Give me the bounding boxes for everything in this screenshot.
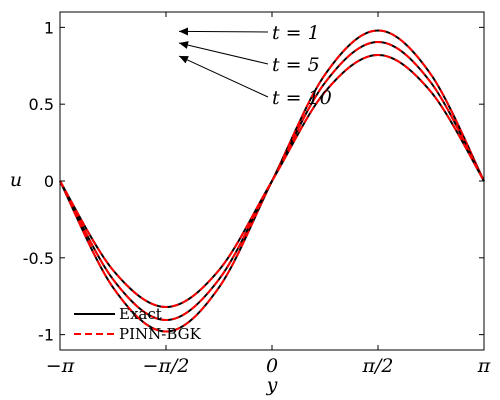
x-tick-label: π/2 bbox=[362, 355, 394, 377]
pinn-bgk-curve-3 bbox=[59, 54, 485, 308]
y-tick-label: 0 bbox=[44, 172, 54, 191]
x-axis-label: y bbox=[266, 374, 278, 396]
x-tick-label: −π bbox=[46, 355, 75, 377]
y-tick-label: 1 bbox=[44, 18, 54, 37]
annotation-t-label: t = 1 bbox=[272, 22, 320, 44]
legend: Exact PINN-BGK bbox=[74, 305, 202, 343]
y-tick-label: -1 bbox=[38, 326, 54, 345]
annotation-t-label: t = 5 bbox=[272, 54, 320, 76]
annotation-arrow-head bbox=[178, 27, 189, 36]
annotation-arrow-line bbox=[178, 55, 269, 98]
annotation-t-label: t = 10 bbox=[272, 87, 332, 109]
y-tick-label: 0.5 bbox=[29, 95, 54, 114]
annotations-group: t = 1 t = 5 t = 10 bbox=[178, 22, 332, 109]
y-tick-label: -0.5 bbox=[23, 249, 54, 268]
y-axis-label: u bbox=[10, 169, 22, 191]
x-tick-label: π bbox=[477, 355, 491, 377]
annotation-arrow-line bbox=[178, 30, 269, 33]
ticks-group: −π −π/2 0 π/2 π 1 0.5 0 -0.5 -1 bbox=[23, 12, 491, 377]
annotation-arrow-head bbox=[178, 41, 189, 49]
x-tick-label: 0 bbox=[266, 355, 278, 377]
annotation-arrow-head bbox=[178, 56, 189, 64]
legend-label-pinn-bgk: PINN-BGK bbox=[119, 325, 202, 343]
legend-label-exact: Exact bbox=[119, 305, 162, 323]
x-tick-label: −π/2 bbox=[143, 355, 190, 377]
annotation-arrow-line bbox=[178, 42, 269, 65]
curves-group bbox=[59, 29, 485, 333]
